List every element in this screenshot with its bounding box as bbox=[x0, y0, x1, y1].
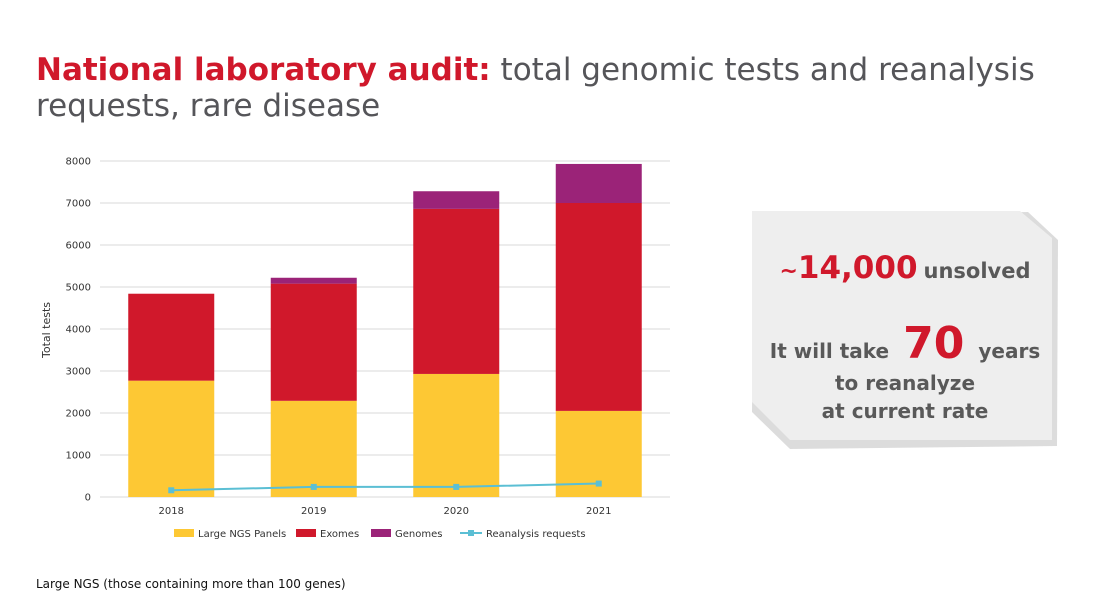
title-accent: National laboratory audit: bbox=[36, 52, 491, 88]
reanalysis-point bbox=[453, 483, 460, 490]
callout-box: ~14,000 unsolved It will take 70 years to r… bbox=[752, 211, 1058, 449]
legend-marker bbox=[468, 530, 474, 536]
legend-label: Large NGS Panels bbox=[198, 529, 286, 540]
callout-line-rate: at current rate bbox=[822, 399, 989, 423]
footnote: Large NGS (those containing more than 10… bbox=[36, 577, 346, 591]
x-tick-label: 2020 bbox=[444, 506, 469, 517]
legend-swatch bbox=[296, 529, 316, 537]
bar-exomes-2018 bbox=[128, 293, 215, 381]
slide-title: National laboratory audit: total genomic… bbox=[36, 52, 1076, 124]
bar-large-ngs-panels-2019 bbox=[270, 400, 357, 497]
y-axis-title: Total tests bbox=[40, 302, 53, 359]
bar-genomes-2019 bbox=[270, 277, 357, 284]
bar-exomes-2019 bbox=[270, 283, 357, 401]
legend-swatch bbox=[174, 529, 194, 537]
callout-line-years: It will take 70 years bbox=[770, 318, 1040, 369]
legend-swatch bbox=[371, 529, 391, 537]
reanalysis-point bbox=[168, 487, 175, 494]
bar-large-ngs-panels-2020 bbox=[413, 373, 500, 497]
title-rest: total genomic tests and reanalysis reque… bbox=[36, 52, 1035, 124]
y-tick-label: 0 bbox=[85, 493, 91, 504]
x-tick-label: 2018 bbox=[159, 506, 184, 517]
y-tick-label: 3000 bbox=[66, 367, 91, 378]
bar-exomes-2021 bbox=[555, 203, 642, 411]
y-tick-label: 7000 bbox=[66, 199, 91, 210]
bar-large-ngs-panels-2018 bbox=[128, 380, 215, 497]
bar-genomes-2020 bbox=[413, 191, 500, 209]
bar-genomes-2021 bbox=[555, 163, 642, 203]
callout-line-reanalyze: to reanalyze bbox=[835, 371, 975, 395]
y-tick-label: 4000 bbox=[66, 325, 91, 336]
reanalysis-series-line bbox=[171, 482, 599, 492]
y-tick-label: 8000 bbox=[66, 157, 91, 168]
y-tick-label: 5000 bbox=[66, 283, 91, 294]
x-tick-label: 2021 bbox=[586, 506, 611, 517]
legend-label: Genomes bbox=[395, 529, 442, 540]
reanalysis-point bbox=[595, 480, 602, 487]
callout-shape bbox=[752, 211, 1052, 440]
legend-label: Exomes bbox=[320, 529, 359, 540]
bars bbox=[128, 163, 642, 497]
legend-label: Reanalysis requests bbox=[486, 529, 586, 540]
y-tick-label: 1000 bbox=[66, 451, 91, 462]
x-tick-labels: 2018 2019 2020 2021 bbox=[159, 506, 612, 517]
x-tick-label: 2019 bbox=[301, 506, 326, 517]
reanalysis-point bbox=[310, 483, 317, 490]
y-tick-label: 6000 bbox=[66, 241, 91, 252]
legend: Large NGS Panels Exomes Genomes Reanalysis … bbox=[174, 529, 586, 540]
y-tick-label: 2000 bbox=[66, 409, 91, 420]
bar-exomes-2020 bbox=[413, 208, 500, 374]
reanalysis-line bbox=[168, 480, 602, 494]
y-tick-labels: 0 1000 2000 3000 4000 5000 6000 7000 8000 bbox=[66, 157, 91, 504]
callout-line-count: ~14,000 unsolved bbox=[779, 250, 1030, 286]
